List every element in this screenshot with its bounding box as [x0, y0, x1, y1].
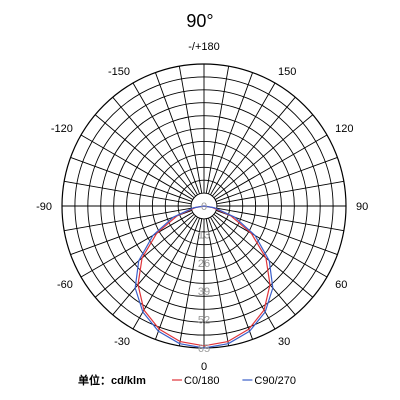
angle-tick-label: -150 [108, 66, 130, 78]
grid-spoke [155, 72, 201, 195]
legend-item-label: C0/180 [184, 375, 219, 387]
grid-spoke [214, 212, 328, 278]
grid-spoke [211, 215, 296, 316]
grid-spoke [94, 213, 195, 298]
grid-spoke [178, 218, 203, 346]
grid-spoke [80, 134, 194, 200]
angle-tick-label: 60 [335, 279, 347, 291]
grid-spoke [70, 209, 193, 255]
grid-spoke [207, 72, 253, 195]
grid-spoke [94, 114, 195, 199]
angle-tick-labels: -/+180 150 120 90 60 30 0 -30 -60 -90 -120 -150 [36, 41, 368, 373]
angle-tick-label: 30 [278, 336, 290, 348]
grid-spoke [155, 217, 201, 340]
radial-tick-labels: 0 13 26 39 52 65 [198, 201, 210, 355]
radial-tick-label: 39 [198, 286, 210, 298]
grid-spoke [80, 212, 194, 278]
grid-spoke [132, 82, 198, 196]
polar-grid [61, 63, 347, 349]
grid-spoke [215, 157, 338, 203]
legend-unit-label: 单位：cd/klm [78, 373, 146, 387]
grid-spoke [216, 207, 344, 232]
series-layer [134, 205, 274, 349]
grid-spoke [214, 134, 328, 200]
grid-spoke [112, 215, 197, 316]
angle-tick-label: 150 [278, 66, 296, 78]
grid-spoke [70, 157, 193, 203]
radial-tick-label: 0 [201, 201, 207, 213]
legend-item-label: C90/270 [254, 375, 296, 387]
grid-spoke [215, 209, 338, 255]
angle-tick-label: 120 [335, 123, 353, 135]
series-line-c90-270 [134, 205, 274, 349]
radial-tick-label: 26 [198, 258, 210, 270]
radial-tick-label: 65 [198, 343, 210, 355]
grid-spoke [205, 218, 230, 346]
grid-spoke [205, 66, 230, 194]
legend: 单位：cd/klm C0/180 C90/270 [78, 373, 296, 387]
angle-tick-label: 90 [356, 201, 368, 213]
grid-spoke [207, 217, 253, 340]
grid-spoke [211, 96, 296, 197]
grid-spoke [216, 180, 344, 205]
radial-tick-label: 52 [198, 315, 210, 327]
angle-tick-label: 0 [201, 361, 207, 373]
grid-spoke [112, 96, 197, 197]
radial-tick-label: 13 [198, 229, 210, 241]
grid-spoke [213, 114, 314, 199]
angle-tick-label: -/+180 [188, 41, 220, 53]
chart-title: 90° [186, 11, 213, 31]
angle-tick-label: -30 [114, 336, 130, 348]
series-line-c0-180 [137, 205, 271, 347]
angle-tick-label: -120 [51, 123, 73, 135]
grid-spoke [64, 207, 192, 232]
grid-spoke [178, 66, 203, 194]
grid-spoke [213, 213, 314, 298]
grid-spoke [64, 180, 192, 205]
angle-tick-label: -90 [36, 201, 52, 213]
grid-spoke [210, 82, 276, 196]
angle-tick-label: -60 [57, 279, 73, 291]
